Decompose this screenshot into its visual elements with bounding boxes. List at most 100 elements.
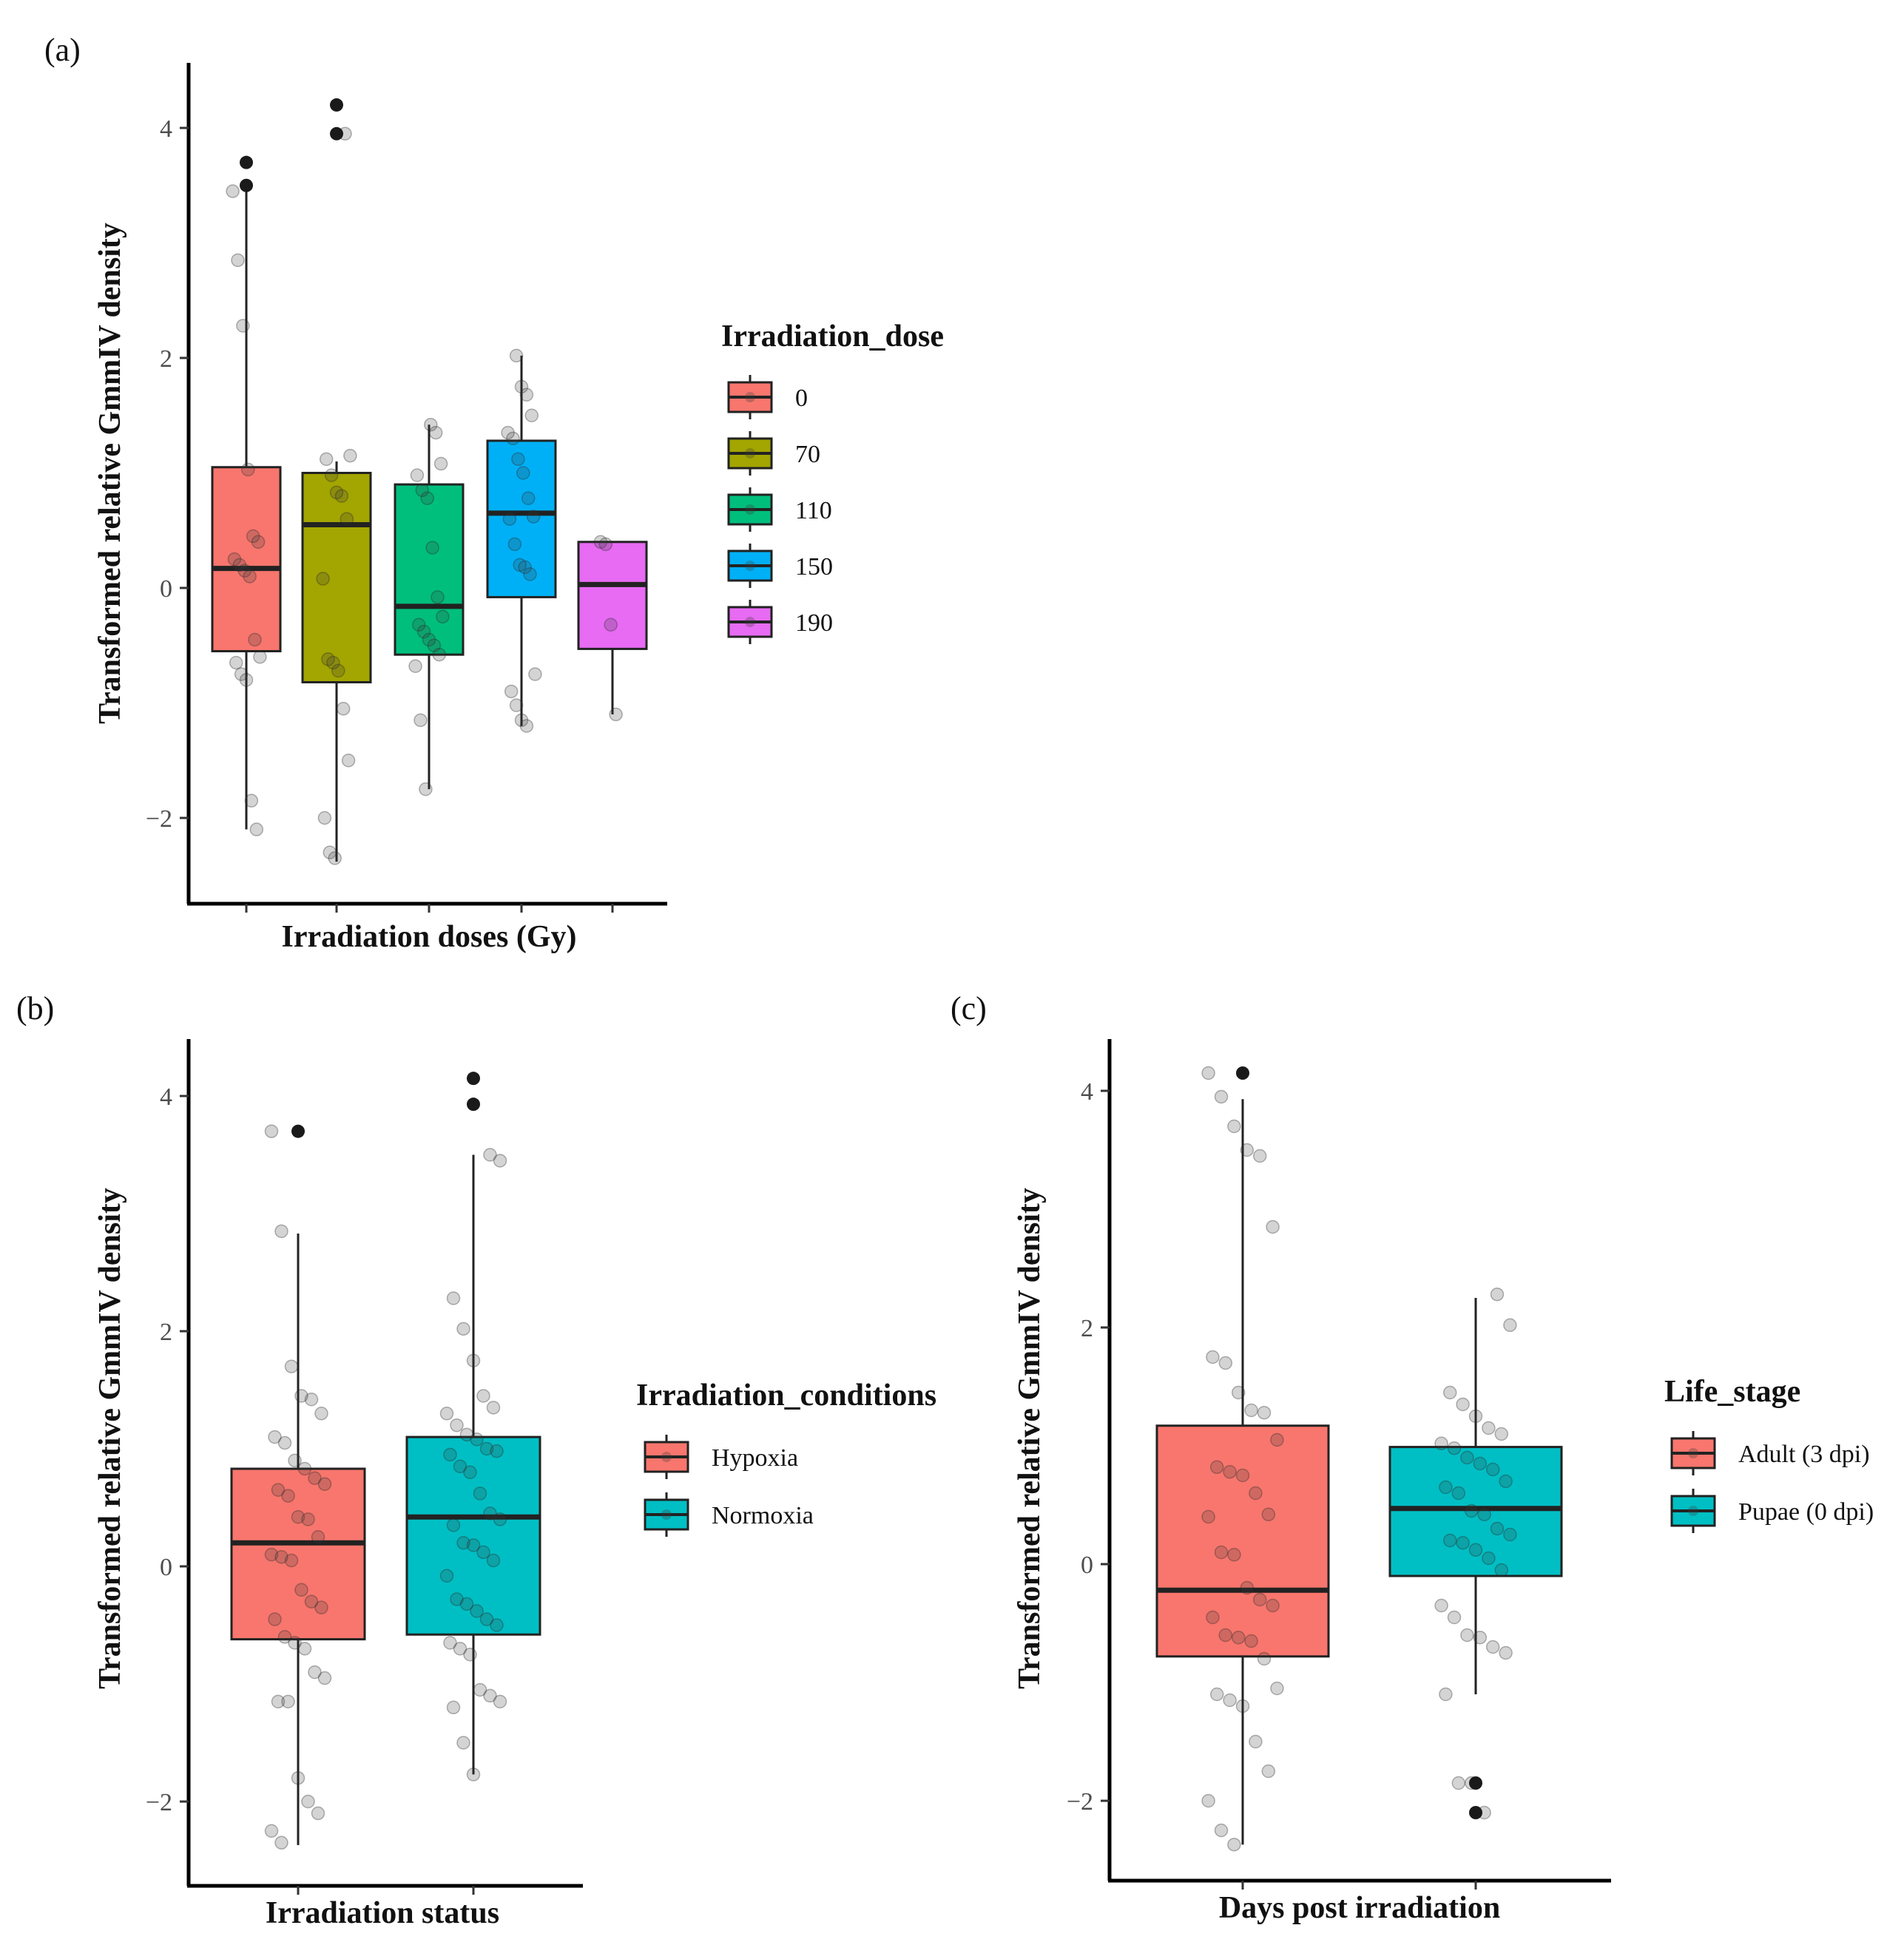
jitter-point bbox=[1456, 1535, 1470, 1550]
jitter-point bbox=[450, 1592, 464, 1606]
jitter-point bbox=[1266, 1220, 1280, 1234]
panel-c-legend: Adult (3 dpi) Pupae (0 dpi) bbox=[1670, 1431, 1874, 1533]
jitter-point bbox=[1235, 1699, 1250, 1714]
jitter-point bbox=[253, 650, 267, 664]
jitter-point bbox=[1494, 1427, 1509, 1441]
jitter-point bbox=[486, 1553, 501, 1568]
jitter-point bbox=[1468, 1543, 1483, 1557]
panel-a-y-axis-label: Transformed relative GmmIV density bbox=[93, 223, 127, 724]
jitter-point bbox=[1485, 1640, 1500, 1654]
jitter-point bbox=[476, 1389, 490, 1403]
panel-c-y-axis-label: Transformed relative GmmIV density bbox=[1013, 1188, 1047, 1689]
jitter-point bbox=[1261, 1507, 1276, 1522]
jitter-point bbox=[479, 1441, 494, 1456]
jitter-point bbox=[1482, 1421, 1496, 1435]
jitter-point bbox=[424, 417, 438, 432]
jitter-point bbox=[1201, 1793, 1215, 1808]
outlier-point bbox=[240, 155, 253, 169]
jitter-point bbox=[288, 1636, 302, 1650]
y-tick-label: 0 bbox=[1081, 1552, 1093, 1579]
jitter-point bbox=[249, 822, 264, 836]
legend-label: Hypoxia bbox=[712, 1444, 798, 1472]
box-110 bbox=[394, 483, 465, 656]
jitter-point bbox=[425, 541, 439, 555]
jitter-point bbox=[511, 452, 525, 467]
jitter-point bbox=[456, 1322, 470, 1336]
jitter-point bbox=[304, 1392, 319, 1407]
jitter-point bbox=[519, 388, 534, 402]
jitter-point bbox=[432, 647, 447, 662]
panel-c-x-axis-label: Days post irradiation bbox=[1219, 1891, 1500, 1925]
panel-a-legend: 0 70 110 150 190 bbox=[727, 375, 833, 644]
jitter-point bbox=[1227, 1837, 1241, 1852]
jitter-point bbox=[493, 1154, 507, 1168]
jitter-point bbox=[336, 702, 351, 716]
jitter-point bbox=[486, 1401, 501, 1415]
jitter-point bbox=[528, 667, 542, 681]
jitter-point bbox=[516, 466, 530, 480]
outlier-point bbox=[467, 1097, 480, 1112]
jitter-point bbox=[1434, 1436, 1448, 1451]
jitter-point bbox=[509, 348, 524, 363]
jitter-point bbox=[1468, 1409, 1483, 1424]
outlier-point bbox=[1469, 1776, 1482, 1790]
jitter-point bbox=[1490, 1521, 1505, 1536]
legend-label: 0 bbox=[795, 385, 808, 412]
jitter-point bbox=[1252, 1592, 1267, 1607]
jitter-point bbox=[1244, 1634, 1258, 1648]
jitter-point bbox=[523, 567, 537, 581]
jitter-point bbox=[524, 408, 539, 422]
jitter-point bbox=[311, 1806, 325, 1821]
jitter-point bbox=[513, 558, 527, 572]
jitter-point bbox=[1227, 1119, 1241, 1134]
jitter-point bbox=[443, 1447, 457, 1462]
jitter-point bbox=[340, 512, 354, 526]
jitter-point bbox=[1494, 1563, 1509, 1577]
panel-a-plot-area: −2 0 2 4 bbox=[146, 63, 667, 913]
jitter-point bbox=[291, 1770, 305, 1785]
panel-a-label: (a) bbox=[44, 32, 81, 68]
jitter-point bbox=[593, 535, 608, 549]
jitter-point bbox=[1460, 1628, 1474, 1643]
jitter-point bbox=[239, 673, 254, 687]
jitter-point bbox=[514, 379, 529, 394]
jitter-point bbox=[476, 1545, 490, 1560]
jitter-point bbox=[493, 1694, 507, 1709]
jitter-point bbox=[1227, 1547, 1241, 1562]
box-adult bbox=[1155, 1424, 1330, 1658]
jitter-point bbox=[243, 569, 257, 584]
jitter-point bbox=[281, 1694, 295, 1709]
jitter-point bbox=[1261, 1764, 1276, 1779]
jitter-point bbox=[1485, 1462, 1500, 1477]
jitter-point bbox=[446, 1700, 461, 1715]
jitter-point bbox=[507, 537, 522, 552]
jitter-point bbox=[1214, 1089, 1229, 1104]
jitter-point bbox=[609, 707, 623, 722]
jitter-point bbox=[284, 1359, 299, 1373]
jitter-point bbox=[604, 618, 618, 632]
jitter-point bbox=[1456, 1397, 1470, 1412]
jitter-point bbox=[1499, 1474, 1513, 1489]
jitter-point bbox=[470, 1604, 484, 1618]
panel-b-y-axis-label: Transformed relative GmmIV density bbox=[93, 1188, 127, 1689]
jitter-point bbox=[251, 535, 266, 549]
jitter-point bbox=[463, 1648, 477, 1662]
jitter-point bbox=[301, 1512, 315, 1526]
y-tick-label: 2 bbox=[160, 1319, 172, 1346]
jitter-point bbox=[343, 448, 357, 463]
jitter-point bbox=[473, 1486, 487, 1501]
jitter-point bbox=[483, 1688, 497, 1703]
jitter-point bbox=[413, 713, 428, 728]
y-tick-label: −2 bbox=[1067, 1788, 1093, 1816]
jitter-point bbox=[274, 1836, 288, 1850]
jitter-point bbox=[294, 1583, 308, 1597]
box-150 bbox=[486, 439, 557, 598]
outlier-point bbox=[240, 178, 253, 192]
jitter-point bbox=[459, 1427, 474, 1442]
legend-label: 70 bbox=[795, 441, 820, 468]
box-pupae bbox=[1388, 1446, 1563, 1577]
jitter-point bbox=[291, 1509, 305, 1524]
jitter-point bbox=[466, 1768, 481, 1782]
jitter-point bbox=[436, 609, 450, 624]
jitter-point bbox=[526, 510, 541, 524]
